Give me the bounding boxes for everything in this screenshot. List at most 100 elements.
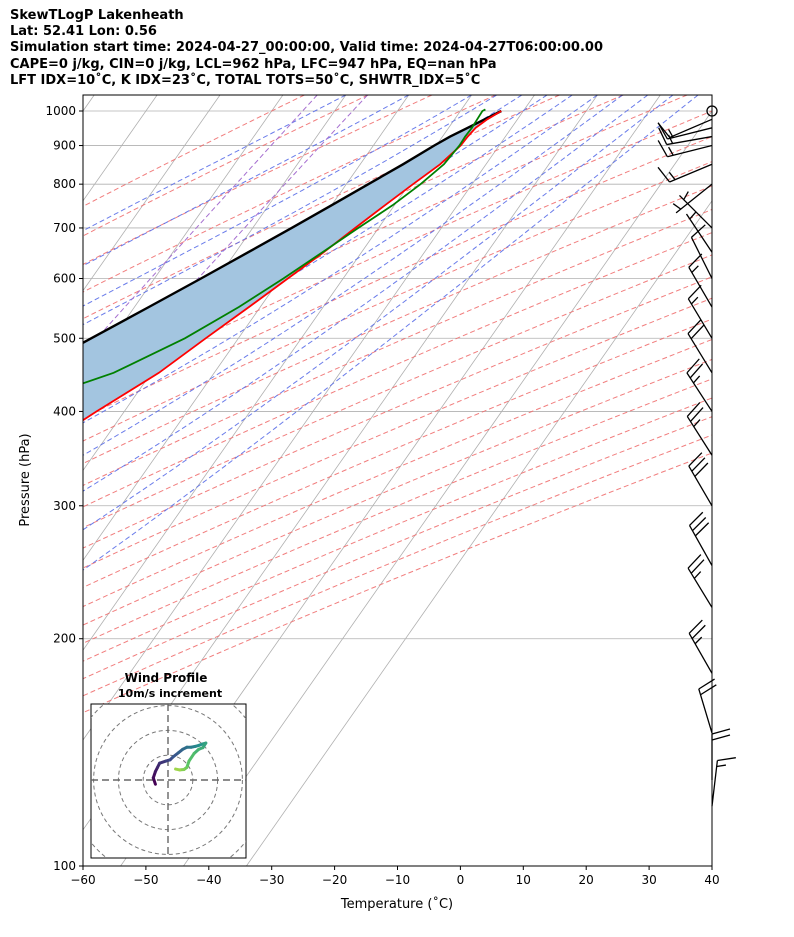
barb-shaft	[685, 213, 713, 253]
moist-adiabat	[83, 95, 498, 326]
wind-barb	[679, 191, 713, 229]
barb-half-feather	[683, 191, 689, 200]
dry-adiabat	[83, 434, 712, 697]
barb-full-feather	[688, 619, 703, 634]
parcel-profile-line	[83, 109, 502, 345]
barb-half-feather	[667, 134, 674, 144]
isotherm	[83, 95, 221, 292]
barb-full-feather	[688, 253, 703, 268]
x-tick-label: 0	[457, 873, 465, 887]
stability-indices-line: LFT IDX=10˚C, K IDX=23˚C, TOTAL TOTS=50˚…	[10, 72, 481, 88]
moist-adiabat	[83, 95, 347, 232]
y-tick-label: 900	[53, 139, 76, 153]
moist-adiabat	[83, 95, 472, 307]
y-tick-label: 700	[53, 221, 76, 235]
y-axis-label: Pressure (hPa)	[18, 433, 33, 526]
barb-full-feather	[690, 324, 705, 340]
dry-adiabat	[83, 397, 712, 662]
dry-adiabat	[83, 110, 712, 395]
chart-title-block: SkewTLogP Lakenheath Lat: 52.41 Lon: 0.5…	[10, 8, 603, 89]
hodograph-plot	[91, 704, 246, 858]
dry-adiabat	[83, 452, 712, 714]
wind-barb	[687, 284, 713, 339]
barb-half-feather	[668, 171, 676, 181]
barb-full-feather	[700, 684, 717, 696]
barb-shaft	[667, 127, 713, 140]
moist-adiabat	[83, 95, 674, 531]
isotherm	[83, 95, 95, 112]
barb-shaft	[669, 118, 713, 139]
wind-barb	[711, 728, 731, 780]
wind-barb	[686, 402, 713, 456]
y-tick-label: 800	[53, 177, 76, 191]
barb-half-feather	[672, 203, 682, 210]
barb-shaft	[687, 333, 713, 374]
barb-half-feather	[716, 764, 727, 768]
barb-full-feather	[694, 462, 709, 477]
barb-shaft	[686, 372, 713, 412]
isotherm	[246, 200, 712, 866]
isotherm	[83, 95, 347, 472]
x-tick-label: 10	[516, 873, 531, 887]
barb-full-feather	[717, 757, 736, 762]
y-tick-label: 1000	[45, 104, 76, 118]
dry-adiabat	[83, 136, 712, 419]
hodograph-title: Wind Profile	[125, 671, 208, 685]
y-tick-label: 100	[53, 859, 76, 873]
barb-full-feather	[690, 224, 706, 238]
temperature-line	[83, 110, 502, 422]
wind-barbs	[657, 105, 736, 807]
location-line: Lat: 52.41 Lon: 0.56	[10, 24, 157, 40]
barb-full-feather	[694, 522, 710, 537]
barb-full-feather	[689, 363, 704, 379]
moist-adiabat	[83, 95, 573, 395]
barb-shaft	[666, 135, 713, 146]
wind-barb	[657, 163, 713, 183]
wind-barb	[687, 319, 713, 374]
barb-full-feather	[691, 457, 706, 472]
barb-full-feather	[657, 166, 671, 183]
x-tick-label: 20	[579, 873, 594, 887]
wind-barb	[686, 358, 713, 412]
x-tick-label: −60	[70, 873, 95, 887]
axes: −60 −50 −40 −30 −20 −10 0 10 20 30 40 1000 900 800 700…	[45, 104, 719, 887]
barb-half-feather	[668, 146, 674, 156]
wind-barb	[688, 511, 713, 566]
wind-barb	[685, 211, 713, 253]
x-tick-label: −30	[259, 873, 284, 887]
wind-barb	[690, 224, 713, 279]
barb-half-feather	[668, 129, 674, 138]
x-tick-label: −20	[322, 873, 347, 887]
wind-barb	[687, 554, 713, 608]
moist-adiabat	[83, 95, 649, 492]
parcel-indices-line: CAPE=0 j/kg, CIN=0 j/kg, LCL=962 hPa, LF…	[10, 56, 497, 72]
barb-shaft	[679, 194, 713, 229]
barb-full-feather	[690, 559, 705, 574]
barb-full-feather	[686, 358, 700, 374]
barb-shaft	[669, 163, 713, 183]
barb-half-feather	[692, 375, 701, 384]
barb-half-feather	[693, 571, 702, 579]
barb-full-feather	[657, 122, 668, 140]
isotherm	[83, 95, 472, 651]
barb-shaft	[687, 298, 713, 339]
dry-adiabat	[83, 95, 369, 237]
barb-half-feather	[691, 265, 699, 273]
dry-adiabat	[83, 161, 712, 442]
barb-full-feather	[711, 728, 731, 735]
x-tick-label: −10	[385, 873, 410, 887]
barb-shaft	[686, 416, 713, 456]
x-tick-label: −50	[133, 873, 158, 887]
barb-shaft	[688, 633, 713, 674]
x-tick-label: −40	[196, 873, 221, 887]
barb-full-feather	[711, 734, 731, 741]
barb-shaft	[687, 567, 713, 608]
wind-barb	[672, 183, 713, 214]
barb-full-feather	[686, 402, 701, 417]
wind-barb	[698, 678, 717, 734]
chart-title: SkewTLogP Lakenheath	[10, 8, 184, 23]
moist-adiabat	[83, 95, 548, 369]
barb-full-feather	[691, 624, 706, 639]
parcel-shading	[83, 111, 502, 421]
barb-full-feather	[691, 517, 707, 532]
